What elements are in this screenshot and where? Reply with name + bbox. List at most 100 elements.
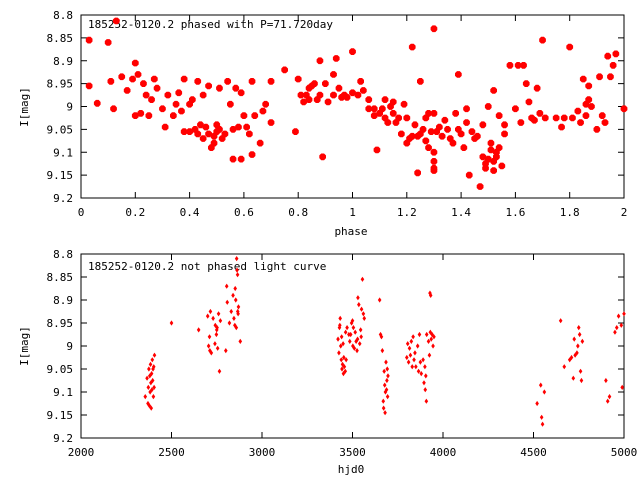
unphased-data-point: [424, 331, 429, 338]
unphased-data-point: [383, 389, 388, 395]
phased-data-point: [145, 112, 153, 119]
unphased-data-point: [424, 373, 428, 379]
unphased-x-tick-label: 5000: [611, 446, 638, 459]
unphased-data-point: [238, 338, 243, 344]
phased-x-tick-label: 0.6: [234, 206, 254, 219]
phased-data-point: [93, 99, 101, 107]
unphased-ticks: 2000 2500 3000 3500 4000 4500 5000 8.8 8.85 8.9 8.…: [47, 248, 638, 459]
unphased-data-point: [344, 357, 348, 363]
unphased-data-point: [622, 311, 626, 317]
phased-data-point: [411, 121, 419, 129]
unphased-data-point: [214, 327, 219, 333]
phased-y-tick-label: 8.85: [47, 32, 74, 45]
phased-data-point: [506, 62, 514, 69]
phased-data-point: [501, 121, 508, 129]
phased-data-point: [582, 112, 590, 119]
unphased-data-point: [218, 318, 223, 324]
phased-data-point: [408, 43, 416, 51]
phased-data-point: [566, 43, 574, 51]
phased-data-point: [349, 48, 356, 55]
unphased-data-point: [385, 377, 389, 384]
unphased-data-point: [616, 313, 621, 319]
phased-data-point: [153, 84, 161, 92]
unphased-data-point: [149, 371, 154, 377]
phased-data-point: [490, 167, 498, 174]
phased-data-point: [354, 91, 362, 99]
unphased-y-tick-label: 9.05: [47, 363, 74, 376]
phased-data-point: [194, 130, 202, 138]
unphased-data-point: [233, 297, 238, 303]
phased-data-point: [305, 96, 313, 103]
unphased-data-point: [607, 394, 612, 400]
phased-data-point: [226, 100, 234, 108]
phased-data-point: [463, 119, 470, 126]
phased-data-point: [205, 82, 213, 90]
phased-data-point: [463, 105, 470, 113]
unphased-data-point: [213, 341, 217, 347]
phased-data-point: [441, 116, 449, 124]
unphased-data-point: [150, 377, 155, 384]
phased-data-point: [202, 123, 210, 131]
phased-data-point: [251, 112, 259, 119]
unphased-data-point: [150, 387, 154, 393]
phased-y-tick-label: 9.2: [53, 192, 73, 205]
unphased-data-point: [224, 348, 228, 354]
unphased-data-point: [357, 302, 361, 308]
phased-data-point: [400, 100, 408, 108]
phased-data-point: [378, 105, 386, 113]
unphased-data-point: [572, 336, 577, 342]
unphased-data-point: [382, 382, 387, 388]
unphased-x-tick-label: 3000: [249, 446, 276, 459]
phased-data-point: [395, 114, 403, 122]
phased-data-point: [452, 110, 460, 117]
phased-data-point: [240, 112, 248, 119]
phased-data-point: [558, 123, 565, 131]
unphased-data-point: [417, 331, 422, 338]
phased-data-point: [438, 132, 446, 140]
phased-data-point: [85, 82, 93, 90]
unphased-data-point: [347, 331, 351, 338]
phased-data-point: [357, 78, 365, 85]
phased-data-point: [468, 128, 476, 136]
phased-data-point: [541, 114, 549, 122]
phased-data-point: [435, 123, 443, 131]
phased-data-point: [531, 116, 538, 124]
phased-data-point: [482, 164, 489, 172]
phased-data-point: [389, 98, 397, 106]
unphased-data-point: [535, 400, 539, 407]
phased-data-point: [487, 139, 495, 147]
phased-data-point: [159, 105, 166, 113]
phased-data-point: [425, 144, 432, 152]
phased-x-tick-label: 1.4: [451, 206, 471, 219]
phased-data-points: [85, 17, 628, 190]
unphased-data-point: [347, 338, 352, 344]
phased-data-point: [370, 105, 378, 113]
unphased-data-point: [339, 357, 344, 363]
unphased-data-point: [418, 359, 423, 365]
unphased-data-point: [580, 338, 585, 344]
unphased-data-point: [341, 341, 345, 347]
phased-data-point: [454, 71, 462, 78]
phased-data-point: [403, 114, 411, 122]
phased-data-point: [199, 91, 207, 99]
unphased-data-point: [426, 338, 431, 344]
unphased-title: 185252-0120.2 not phased light curve: [88, 260, 326, 273]
unphased-data-point: [362, 315, 367, 321]
phased-data-point: [585, 82, 593, 90]
unphased-data-point: [379, 334, 384, 340]
unphased-data-point: [383, 410, 387, 416]
unphased-data-points: [143, 256, 626, 427]
phased-data-point: [430, 148, 438, 156]
phased-data-point: [607, 73, 614, 81]
unphased-data-point: [209, 350, 214, 356]
phased-data-point: [137, 110, 145, 117]
unphased-data-point: [233, 285, 238, 292]
phased-y-tick-label: 9.05: [47, 123, 74, 136]
unphased-y-tick-label: 9.15: [47, 409, 74, 422]
unphased-data-point: [422, 380, 426, 386]
unphased-data-point: [148, 361, 153, 367]
unphased-data-point: [384, 387, 389, 393]
unphased-data-point: [381, 405, 386, 411]
unphased-data-point: [214, 331, 219, 338]
unphased-data-point: [216, 311, 221, 317]
